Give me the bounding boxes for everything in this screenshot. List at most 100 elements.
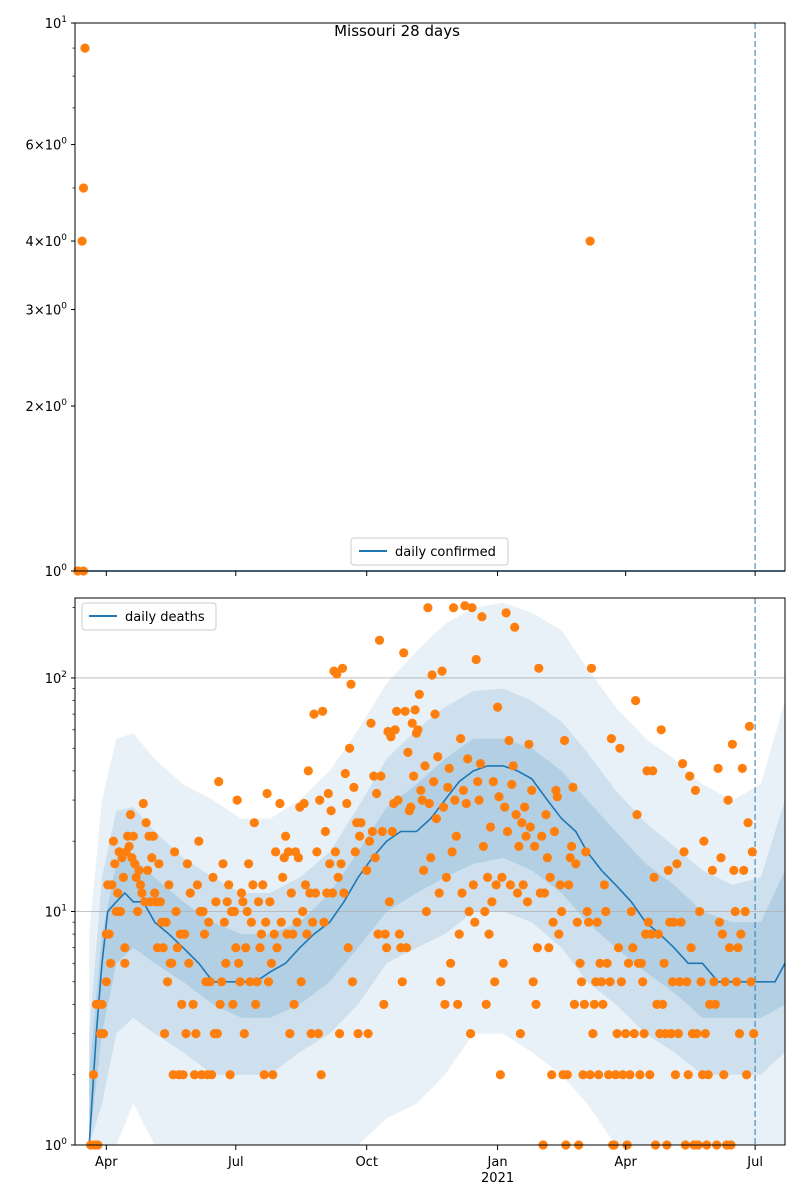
data-point [314, 1029, 323, 1038]
data-point [228, 1000, 237, 1009]
data-point [527, 786, 536, 795]
data-point [147, 853, 156, 862]
data-point [438, 667, 447, 676]
data-point [516, 1029, 525, 1038]
data-point [217, 977, 226, 986]
data-point [721, 977, 730, 986]
data-point [672, 859, 681, 868]
data-point [388, 827, 397, 836]
data-point [105, 930, 114, 939]
data-point [285, 1029, 294, 1038]
data-point [520, 803, 529, 812]
data-point [571, 859, 580, 868]
y-tick-label: 2×100 [26, 398, 68, 415]
data-point [580, 1000, 589, 1009]
data-point [479, 842, 488, 851]
data-point [679, 847, 688, 856]
data-point [570, 1000, 579, 1009]
data-point [607, 734, 616, 743]
data-point [553, 792, 562, 801]
data-point [425, 799, 434, 808]
data-point [746, 977, 755, 986]
y-tick-base: 10 [45, 17, 62, 32]
data-point [149, 832, 158, 841]
data-point [244, 859, 253, 868]
data-point [450, 796, 459, 805]
data-point [517, 818, 526, 827]
data-point [251, 1000, 260, 1009]
data-point [150, 888, 159, 897]
data-point [435, 888, 444, 897]
data-point [133, 907, 142, 916]
data-point [583, 907, 592, 916]
data-point [335, 1029, 344, 1038]
data-point [473, 777, 482, 786]
data-point [233, 796, 242, 805]
data-point [521, 832, 530, 841]
data-point [586, 237, 595, 246]
data-point [221, 959, 230, 968]
data-point [617, 977, 626, 986]
data-point [614, 943, 623, 952]
data-point [311, 888, 320, 897]
data-point [739, 866, 748, 875]
y-tick-exponent: 2 [61, 670, 67, 680]
data-point [170, 847, 179, 856]
data-point [173, 943, 182, 952]
data-point [371, 853, 380, 862]
data-point [568, 783, 577, 792]
data-point [603, 959, 612, 968]
data-point [432, 814, 441, 823]
data-point [493, 703, 502, 712]
x-tick-label: Apr [95, 1155, 118, 1170]
y-tick-mantissa: 3 [26, 304, 34, 319]
data-point [253, 977, 262, 986]
data-point [560, 736, 569, 745]
data-point [214, 777, 223, 786]
data-point [382, 943, 391, 952]
data-point [308, 918, 317, 927]
data-point [429, 777, 438, 786]
data-point [271, 847, 280, 856]
data-point [257, 930, 266, 939]
legend-label-confirmed: daily confirmed [395, 545, 496, 560]
data-point [482, 1000, 491, 1009]
data-point [401, 707, 410, 716]
data-point [514, 842, 523, 851]
data-point [234, 959, 243, 968]
data-point [328, 888, 337, 897]
data-point [321, 827, 330, 836]
data-point [550, 827, 559, 836]
data-point [741, 907, 750, 916]
data-point [439, 803, 448, 812]
data-point [506, 880, 515, 889]
data-point [261, 918, 270, 927]
data-point [549, 918, 558, 927]
data-point [682, 977, 691, 986]
data-point [423, 603, 432, 612]
data-point [319, 918, 328, 927]
data-point [351, 847, 360, 856]
data-point [142, 818, 151, 827]
data-point [362, 866, 371, 875]
data-point [523, 897, 532, 906]
data-point [200, 930, 209, 939]
data-point [544, 943, 553, 952]
data-point [272, 943, 281, 952]
data-point [462, 799, 471, 808]
data-point [109, 837, 118, 846]
data-point [277, 918, 286, 927]
data-point [496, 1070, 505, 1079]
data-point [748, 847, 757, 856]
data-point [731, 907, 740, 916]
data-point [708, 866, 717, 875]
data-point [312, 847, 321, 856]
y-tick-exponent: 0 [61, 563, 67, 573]
data-point [660, 959, 669, 968]
data-point [270, 930, 279, 939]
data-point [238, 897, 247, 906]
y-tick-exponent: 0 [61, 137, 67, 147]
data-point [355, 832, 364, 841]
data-point [453, 1000, 462, 1009]
data-point [230, 907, 239, 916]
